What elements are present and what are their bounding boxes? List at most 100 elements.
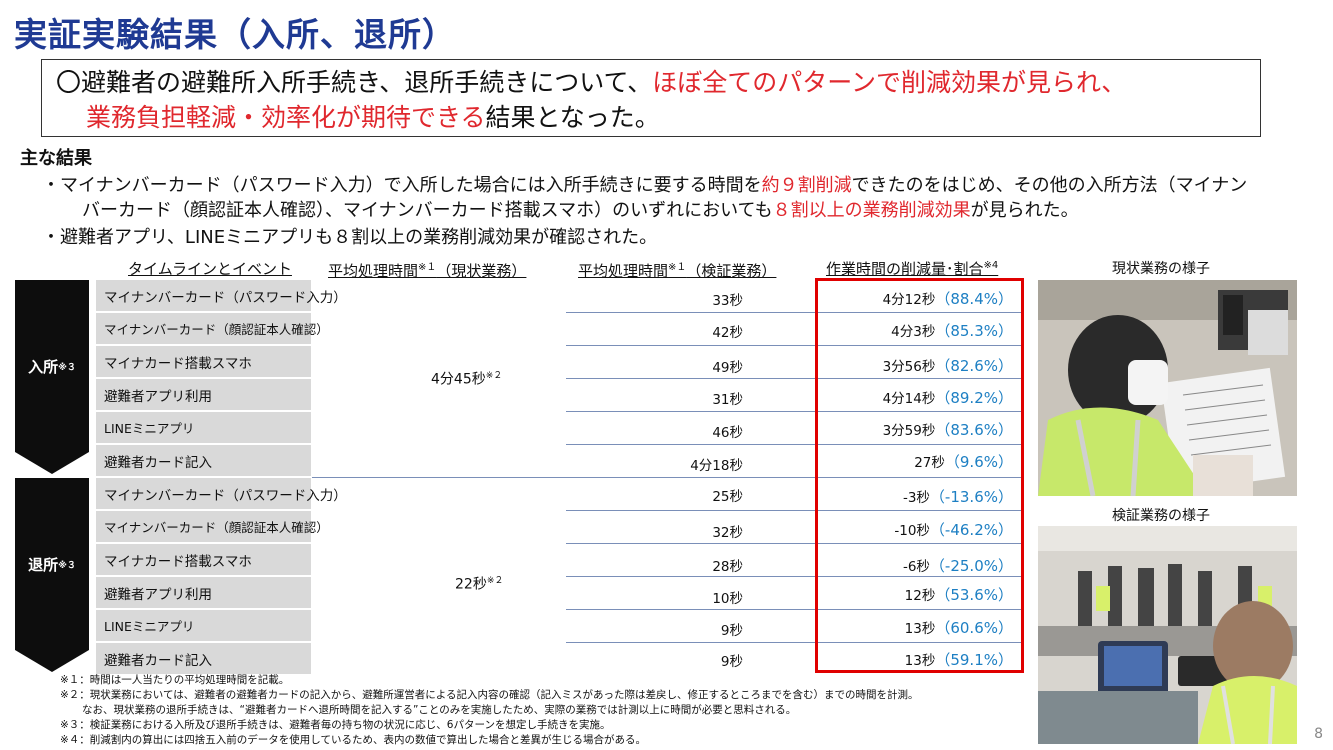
reduction-pct: （60.6%） [935, 619, 1013, 637]
summary-line-1: 〇避難者の避難所入所手続き、退所手続きについて、ほぼ全てのパターンで削減効果が見… [56, 65, 1246, 100]
reduction-value: 4分3秒 [891, 324, 936, 340]
header-text: （現状業務） [436, 262, 527, 280]
result-bullet-2: ・避難者アプリ、LINEミニアプリも８割以上の業務削減効果が確認された。 [42, 227, 658, 248]
test-time: 32秒 [712, 525, 743, 541]
reduction-cell: 12秒（53.6%） [905, 584, 1013, 605]
reduction-cell: -3秒（-13.6%） [903, 486, 1013, 507]
reduction-highlight-frame [815, 278, 1024, 673]
reduction-pct: （53.6%） [935, 586, 1013, 604]
summary-highlight: ほぼ全てのパターンで削減効果が見られ、 [652, 68, 1127, 97]
test-time: 33秒 [712, 293, 743, 309]
header-avg-test: 平均処理時間※１（検証業務） [578, 258, 776, 281]
footnotes: ※１：時間は一人当たりの平均処理時間を記載。 ※２：現状業務においては、避難者の… [60, 673, 918, 748]
reduction-pct: （82.6%） [935, 357, 1013, 375]
exit-arrow [15, 650, 89, 672]
header-sup: ※１ [418, 262, 437, 273]
reduction-pct: （9.6%） [944, 453, 1013, 471]
exit-side-label: 退所 ※３ [15, 478, 89, 650]
avg-sup: ※２ [485, 371, 503, 381]
row-label: 避難者カード記入 [96, 643, 311, 674]
header-sup: ※１ [668, 262, 687, 273]
test-work-photo [1038, 526, 1297, 744]
entry-current-avg: 4分45秒※２ [431, 368, 502, 389]
row-label: マイナンバーカード（顔認証本人確認） [96, 313, 329, 344]
bullet-text: が見られた。 [970, 200, 1079, 221]
avg-value: 4分45秒 [431, 371, 486, 388]
reduction-value: -3秒 [902, 490, 930, 506]
result-bullet-1-cont: バーカード（顔認証本人確認）、マイナンバーカード搭載スマホ）のいずれにおいても８… [20, 197, 1320, 224]
row-label: LINEミニアプリ [96, 412, 311, 443]
current-work-photo [1038, 280, 1297, 496]
avg-value: 22秒 [455, 576, 487, 593]
reduction-value: 4分12秒 [882, 292, 936, 308]
footnote-1: ※１：時間は一人当たりの平均処理時間を記載。 [60, 674, 290, 686]
row-label: マイナカード搭載スマホ [96, 346, 311, 377]
reduction-pct: （-13.6%） [929, 488, 1013, 506]
summary-highlight: 業務負担軽減・効率化が期待できる [86, 103, 486, 132]
reduction-pct: （89.2%） [935, 389, 1013, 407]
reduction-cell: -6秒（-25.0%） [903, 555, 1013, 576]
results-heading: 主な結果 [20, 148, 92, 169]
test-time: 31秒 [712, 392, 743, 408]
row-divider [566, 510, 1024, 511]
reduction-cell: 4分14秒（89.2%） [883, 387, 1013, 408]
footnote-3: ※３：検証業務における入所及び退所手続きは、避難者毎の持ち物の状況に応じ、6パタ… [60, 719, 611, 731]
row-divider [566, 411, 1024, 412]
row-label: 避難者アプリ利用 [96, 577, 311, 608]
summary-text: 〇避難者の避難所入所手続き、退所手続きについて、 [56, 68, 653, 97]
reduction-cell: 13秒（59.1%） [905, 649, 1013, 670]
test-time: 10秒 [712, 591, 743, 607]
row-label: マイナンバーカード（顔認証本人確認） [96, 511, 329, 542]
entry-arrow [15, 452, 89, 474]
row-label: 避難者カード記入 [96, 445, 311, 476]
reduction-value: 27秒 [914, 455, 945, 471]
side-label-text: 入所 [28, 357, 59, 376]
header-sup: ※4 [983, 260, 999, 271]
test-time: 9秒 [720, 654, 743, 670]
bullet-text: ・マイナンバーカード（パスワード入力）で入所した場合には入所手続きに要する時間を [42, 175, 762, 196]
footnote-2: ※２：現状業務においては、避難者の避難者カードの記入から、避難所運営者による記入… [60, 689, 919, 701]
reduction-pct: （59.1%） [935, 651, 1013, 669]
row-divider [566, 378, 1024, 379]
reduction-value: 13秒 [904, 653, 936, 669]
row-label: 避難者アプリ利用 [96, 379, 311, 410]
reduction-pct: （83.6%） [935, 421, 1013, 439]
bullet-text: バーカード（顔認証本人確認）、マイナンバーカード搭載スマホ）のいずれにおいても [82, 200, 773, 221]
test-time: 9秒 [720, 623, 743, 639]
test-time: 46秒 [712, 425, 743, 441]
reduction-pct: （88.4%） [935, 290, 1013, 308]
reduction-cell: 27秒（9.6%） [914, 451, 1013, 472]
exit-current-avg: 22秒※２ [455, 573, 503, 594]
row-divider [566, 312, 1024, 313]
reduction-cell: 4分3秒（85.3%） [891, 320, 1013, 341]
row-divider [566, 345, 1024, 346]
bullet-text: できたのをはじめ、その他の入所方法（マイナン [851, 175, 1248, 196]
side-label-sup: ※３ [58, 362, 76, 373]
current-photo-caption: 現状業務の様子 [1112, 261, 1210, 277]
reduction-pct: （-25.0%） [929, 557, 1013, 575]
result-bullet-1: ・マイナンバーカード（パスワード入力）で入所した場合には入所手続きに要する時間を… [20, 172, 1320, 199]
reduction-cell: 13秒（60.6%） [905, 617, 1013, 638]
header-text: 平均処理時間 [578, 262, 669, 280]
main-results: 主な結果 ・マイナンバーカード（パスワード入力）で入所した場合には入所手続きに要… [20, 145, 1320, 251]
reduction-value: 13秒 [904, 621, 936, 637]
page-title: 実証実験結果（入所、退所） [14, 15, 456, 54]
reduction-cell: 3分59秒（83.6%） [883, 419, 1013, 440]
test-time: 4分18秒 [690, 458, 743, 474]
reduction-value: 3分56秒 [882, 359, 936, 375]
reduction-value: 3分59秒 [882, 423, 936, 439]
header-avg-current: 平均処理時間※１（現状業務） [328, 258, 526, 281]
header-reduction: 作業時間の削減量･割合※4 [826, 258, 998, 279]
reduction-pct: （85.3%） [935, 322, 1013, 340]
reduction-value: 12秒 [904, 588, 936, 604]
page-number: 8 [1314, 726, 1323, 742]
footnote-2-cont: なお、現状業務の退所手続きは、“避難者カードへ退所時間を記入する”ことのみを実施… [82, 704, 797, 716]
bullet-highlight: ８割以上の業務削減効果 [772, 200, 971, 221]
row-label: マイナカード搭載スマホ [96, 544, 311, 575]
test-time: 25秒 [712, 489, 743, 505]
reduction-cell: -10秒（-46.2%） [894, 519, 1013, 540]
row-divider [566, 576, 1024, 577]
row-divider [566, 642, 1024, 643]
summary-box: 〇避難者の避難所入所手続き、退所手続きについて、ほぼ全てのパターンで削減効果が見… [41, 59, 1261, 137]
row-divider [566, 609, 1024, 610]
